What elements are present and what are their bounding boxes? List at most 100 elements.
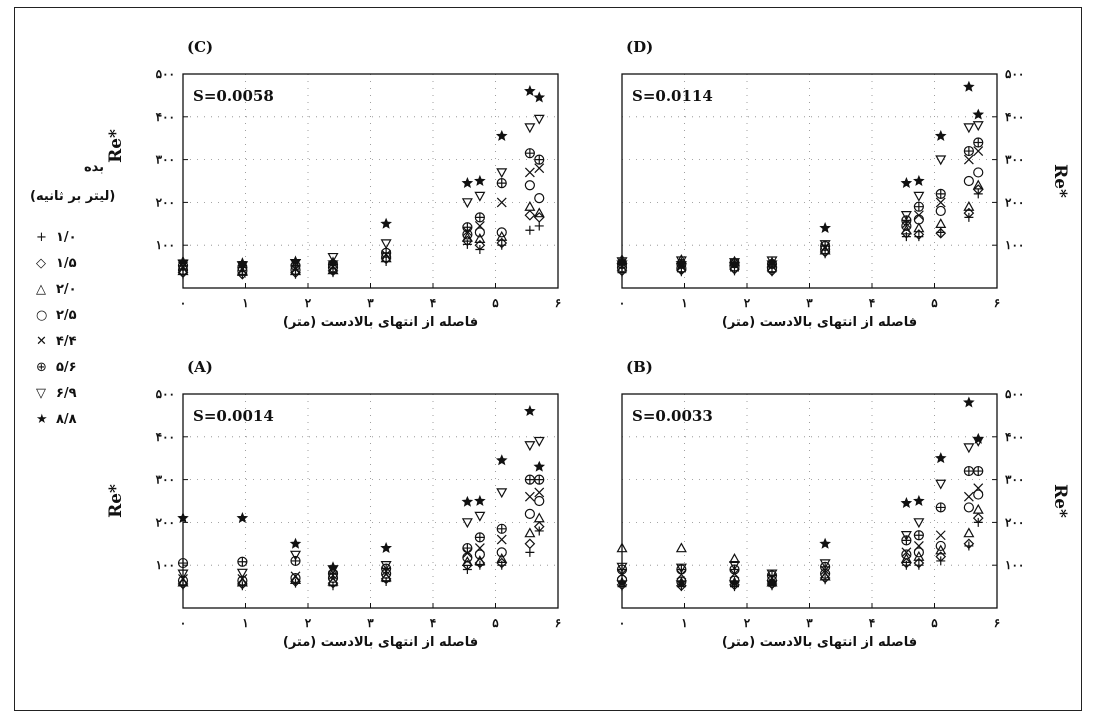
marker-triangle-down (289, 550, 302, 561)
marker-circle-plus (524, 148, 535, 159)
x-tick-label: ۰ (619, 616, 625, 630)
panel-label: (A) (187, 358, 213, 376)
marker-cross (534, 487, 545, 498)
marker-triangle-down (963, 123, 975, 134)
x-axis-label: فاصله از انتهای بالادست (متر) (283, 315, 478, 330)
plot-area (621, 393, 998, 609)
marker-star (766, 576, 778, 588)
marker-circle-plus (534, 474, 545, 485)
legend-title-line2: (لیتر بر ثانیه) (30, 189, 116, 204)
y-tick-label: ۵۰۰ (1005, 67, 1024, 81)
y-axis-label: Re* (106, 484, 126, 518)
marker-diamond (935, 551, 947, 562)
marker-circle-plus (524, 474, 535, 485)
x-tick-label: ۵ (931, 296, 938, 310)
marker-cross (913, 541, 924, 551)
marker-circle (474, 549, 485, 560)
marker-triangle-down (474, 191, 486, 202)
marker-diamond (729, 579, 740, 591)
legend-item: ✕ ۴/۴ (36, 334, 77, 349)
marker-circle-plus (177, 557, 189, 569)
figure-frame (14, 7, 1082, 711)
marker-cross (935, 197, 946, 208)
marker-star (963, 80, 975, 92)
slope-annotation: S=0.0033 (632, 407, 713, 425)
marker-diamond (533, 521, 545, 533)
marker-triangle (461, 231, 473, 242)
chart-panel-B: ۰ ۱ ۲ ۳ ۴ ۵ ۶ ۱۰۰ ۲۰۰ ۳۰۰ ۴۰۰ ۵۰۰ (B) S=0.0033 فاصله ا… (616, 358, 1070, 650)
marker-star (913, 174, 925, 186)
slope-annotation: S=0.0014 (193, 407, 274, 425)
legend-item: ○ ۲/۵ (36, 308, 77, 323)
legend-item: ★ ۸/۸ (36, 412, 77, 427)
x-tick-label: ۵ (492, 616, 499, 630)
y-tick-label: ۴۰۰ (1005, 430, 1024, 444)
y-axis-label: Re* (1050, 164, 1070, 198)
y-tick-label: ۳۰۰ (1005, 473, 1024, 487)
legend-label: ۵/۶ (56, 360, 77, 375)
legend-marker: ✕ (36, 334, 47, 349)
x-tick-label: ۵ (492, 296, 499, 310)
marker-circle-plus (237, 556, 248, 567)
marker-triangle-down (236, 568, 248, 579)
marker-circle-plus (496, 523, 507, 534)
marker-star (900, 497, 913, 509)
y-tick-label: ۲۰۰ (1005, 195, 1024, 209)
marker-triangle (327, 575, 339, 586)
marker-star (289, 537, 302, 549)
marker-star (819, 222, 831, 234)
x-tick-label: ۳ (367, 616, 374, 630)
marker-star (728, 257, 741, 269)
legend-marker: ○ (36, 308, 48, 323)
x-tick-label: ۳ (806, 296, 813, 310)
marker-triangle-down (461, 198, 473, 209)
x-tick-label: ۰ (180, 616, 186, 630)
marker-circle (913, 547, 924, 558)
marker-circle-plus (474, 212, 485, 223)
marker-star (934, 452, 947, 464)
y-axis-label: Re* (106, 129, 126, 163)
y-tick-label: ۲۰۰ (1005, 515, 1024, 529)
marker-triangle-down (474, 511, 486, 522)
legend-label: ۶/۹ (56, 386, 77, 401)
marker-cross (963, 491, 974, 502)
marker-star (327, 256, 339, 268)
marker-diamond (474, 239, 486, 251)
marker-triangle-down (461, 518, 473, 529)
x-axis-label: فاصله از انتهای بالادست (متر) (722, 635, 917, 650)
marker-triangle (496, 553, 508, 563)
marker-diamond (972, 512, 984, 524)
y-tick-label: ۴۰۰ (156, 430, 175, 444)
marker-triangle (533, 207, 545, 218)
x-tick-label: ۶ (994, 296, 1000, 310)
marker-triangle-down (533, 436, 545, 447)
marker-diamond (935, 227, 947, 239)
y-tick-label: ۱۰۰ (156, 558, 175, 572)
marker-diamond (913, 557, 925, 569)
marker-diamond (524, 538, 536, 550)
marker-cross (237, 573, 248, 584)
marker-cross (534, 163, 545, 174)
marker-circle-plus (963, 465, 974, 477)
y-tick-label: ۵۰۰ (156, 387, 175, 401)
marker-circle (290, 572, 301, 584)
marker-circle (901, 549, 912, 560)
x-tick-label: ۶ (994, 616, 1000, 630)
marker-circle (496, 227, 507, 238)
marker-cross (973, 146, 984, 156)
marker-star (236, 257, 249, 269)
marker-circle (177, 575, 189, 586)
marker-plus (525, 547, 535, 557)
marker-star (934, 130, 947, 141)
chart-panel-C: ۰ ۱ ۲ ۳ ۴ ۵ ۶ ۱۰۰ ۲۰۰ ۳۰۰ ۴۰۰ ۵۰۰ (C) S=0.0058 فاصله ا… (106, 38, 561, 330)
marker-cross (973, 483, 984, 494)
marker-cross (901, 547, 912, 558)
marker-triangle-down (380, 239, 392, 250)
legend-label: ۱/۰ (56, 230, 77, 245)
marker-circle-plus (963, 145, 974, 157)
marker-triangle-down (935, 479, 947, 490)
marker-circle (496, 547, 507, 558)
legend-label: ۱/۵ (56, 256, 77, 271)
marker-cross (963, 154, 974, 165)
